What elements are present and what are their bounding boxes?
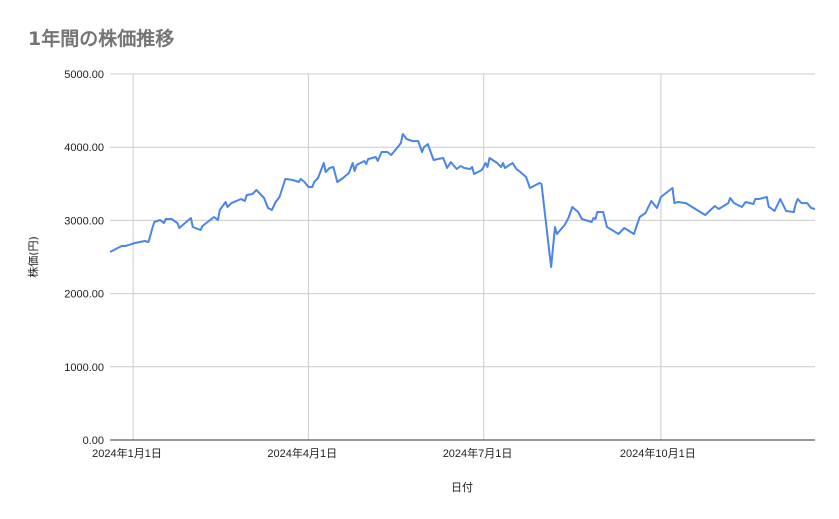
y-tick-label: 5000.00 xyxy=(64,69,104,81)
chart-title: 1年間の株価推移 xyxy=(28,28,175,50)
y-tick-label: 1000.00 xyxy=(64,362,104,374)
y-tick-label: 4000.00 xyxy=(64,142,104,154)
y-tick-label: 2000.00 xyxy=(64,289,104,301)
y-tick-label: 0.00 xyxy=(83,435,104,447)
x-axis-label: 日付 xyxy=(451,481,473,494)
y-tick-label: 3000.00 xyxy=(64,215,104,227)
y-axis-ticks: 0.00 1000.00 2000.00 3000.00 4000.00 5000.00 xyxy=(64,69,104,447)
x-tick-label: 2024年4月1日 xyxy=(267,446,337,460)
x-tick-label: 2024年1月1日 xyxy=(92,446,162,460)
y-axis-label: 株価(円) xyxy=(26,236,40,278)
x-tick-label: 2024年7月1日 xyxy=(443,446,513,460)
x-tick-label: 2024年10月1日 xyxy=(620,446,696,460)
x-axis-ticks: 2024年1月1日 2024年4月1日 2024年7月1日 2024年10月1日 xyxy=(92,446,696,460)
series-line xyxy=(109,133,816,268)
gridlines xyxy=(110,73,815,441)
